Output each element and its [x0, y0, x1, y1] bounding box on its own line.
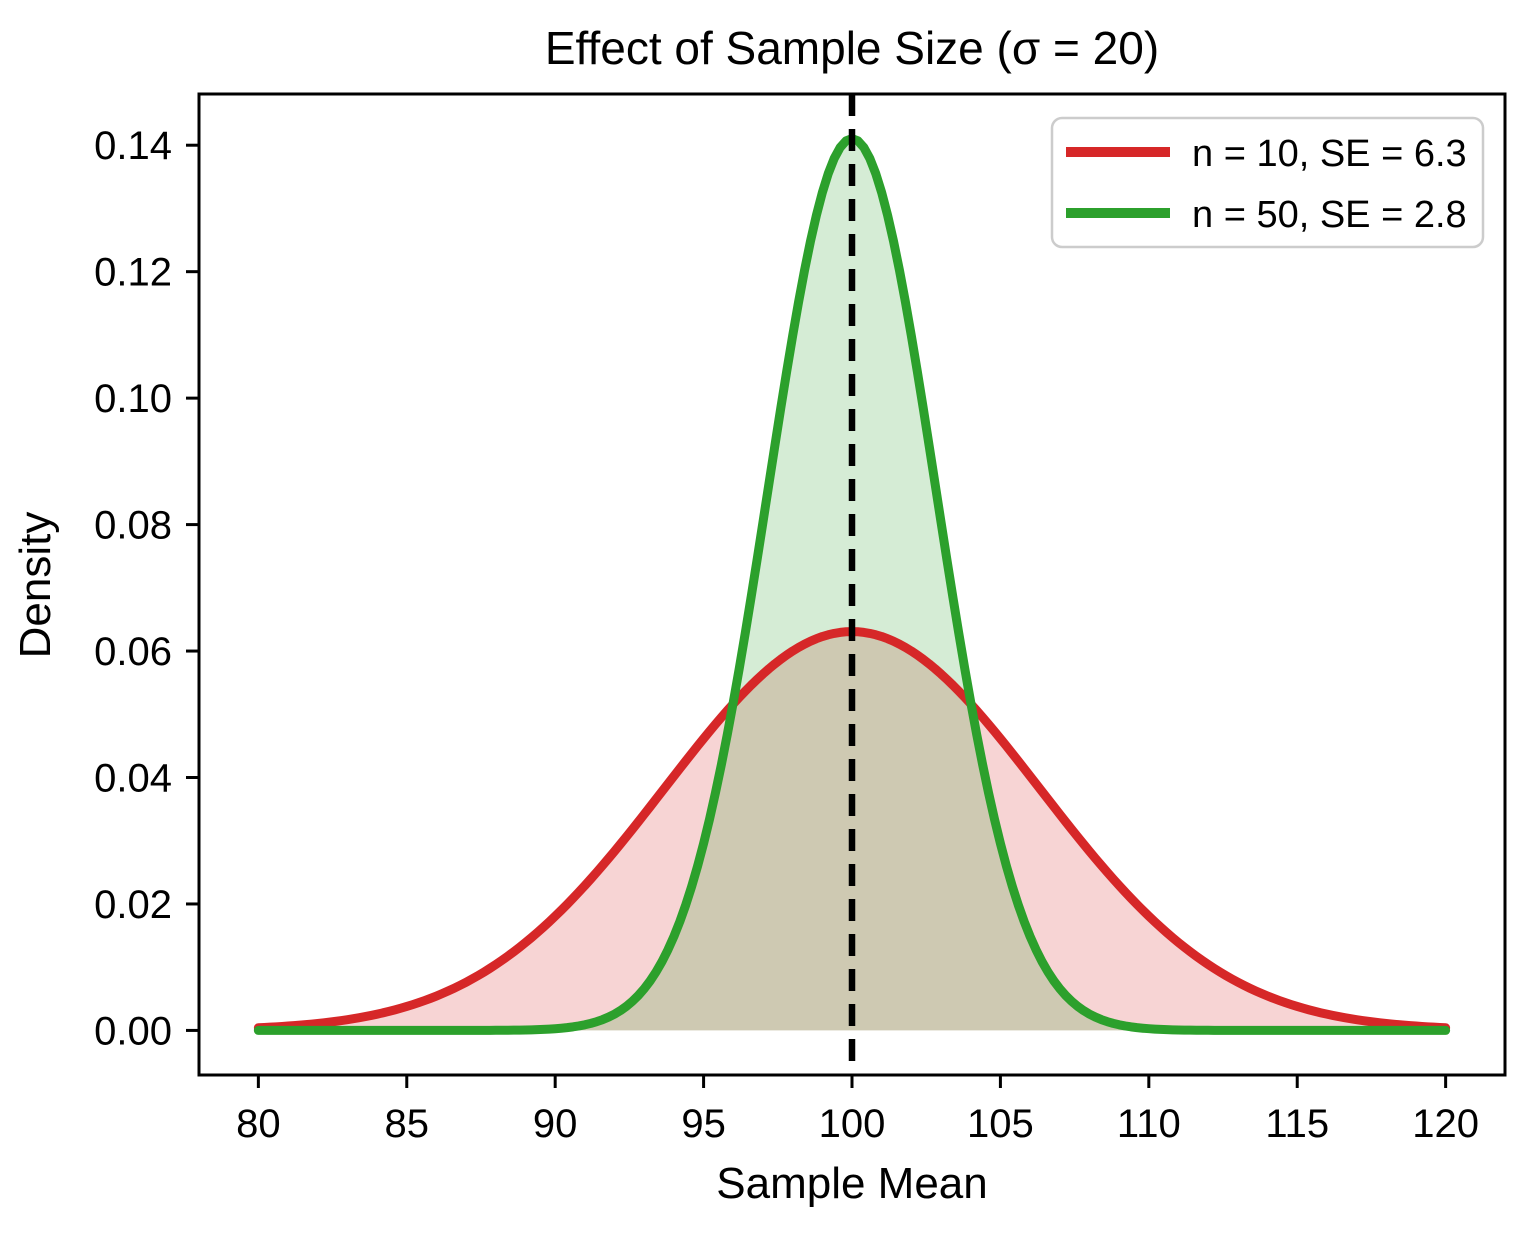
x-tick-label: 95 [681, 1102, 726, 1146]
x-tick-label: 85 [385, 1102, 430, 1146]
legend-label-n10: n = 10, SE = 6.3 [1192, 133, 1467, 175]
chart-title: Effect of Sample Size (σ = 20) [545, 22, 1159, 74]
x-tick-label: 105 [967, 1102, 1034, 1146]
x-tick-label: 120 [1412, 1102, 1479, 1146]
y-tick-label: 0.10 [94, 377, 172, 421]
x-tick-label: 90 [533, 1102, 578, 1146]
y-tick-label: 0.00 [94, 1009, 172, 1053]
x-axis-label: Sample Mean [716, 1159, 987, 1208]
legend-label-n50: n = 50, SE = 2.8 [1192, 194, 1467, 236]
y-tick-label: 0.06 [94, 630, 172, 674]
y-tick-label: 0.12 [94, 251, 172, 295]
y-axis-label: Density [11, 512, 60, 659]
y-tick-label: 0.02 [94, 883, 172, 927]
y-tick-label: 0.04 [94, 757, 172, 801]
x-tick-label: 110 [1117, 1102, 1181, 1146]
y-tick-label: 0.14 [94, 124, 172, 168]
y-tick-label: 0.08 [94, 504, 172, 548]
legend-entry-n50: n = 50, SE = 2.8 [1066, 194, 1467, 236]
legend-entry-n10: n = 10, SE = 6.3 [1066, 133, 1467, 175]
x-tick-label: 80 [236, 1102, 281, 1146]
x-tick-label: 100 [819, 1102, 886, 1146]
y-axis-ticks: 0.00 0.02 0.04 0.06 0.08 0.10 0.12 0.14 [94, 124, 199, 1053]
x-tick-label: 115 [1265, 1102, 1329, 1146]
x-axis-ticks: 80 85 90 95 100 105 110 115 120 [236, 1075, 1479, 1146]
legend: n = 10, SE = 6.3 n = 50, SE = 2.8 [1050, 116, 1485, 249]
